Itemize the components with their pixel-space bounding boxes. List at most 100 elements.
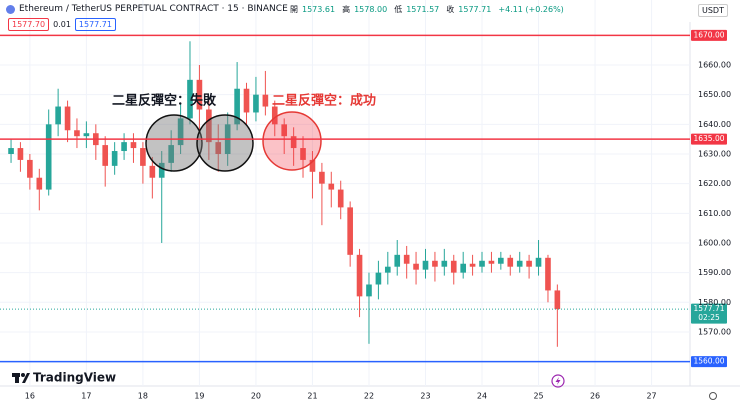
candle-body — [177, 118, 184, 146]
candle-body — [130, 142, 137, 149]
settings-icon[interactable] — [709, 392, 717, 400]
candle-body — [55, 106, 61, 125]
event-icon[interactable] — [551, 374, 565, 388]
logo-text: TradingView — [33, 371, 116, 385]
ohlc-value: 1577.71 — [458, 5, 492, 14]
candle-body — [27, 159, 33, 178]
candle-body — [8, 148, 14, 154]
candle-body — [187, 79, 193, 119]
candle-body — [271, 106, 278, 125]
candle-body — [535, 257, 542, 267]
y-tick-label: 1630.00 — [698, 149, 731, 158]
symbol-title: Ethereum / TetherUS PERPETUAL CONTRACT ·… — [19, 4, 288, 14]
candle-body — [149, 165, 156, 178]
y-tick-label: 1660.00 — [698, 61, 731, 70]
candle-body — [234, 88, 240, 125]
x-tick-label: 26 — [590, 392, 600, 401]
candle-body — [64, 106, 71, 131]
candle-body — [45, 124, 52, 190]
candle-body — [337, 189, 344, 208]
annotation-text: 二星反彈空：失敗 — [112, 93, 217, 109]
candle-body — [394, 254, 401, 267]
annotation-text: 二星反彈空：成功 — [272, 93, 376, 109]
buy-price[interactable]: 1577.71 — [74, 18, 116, 31]
candle-body — [36, 177, 43, 190]
candle-body — [158, 162, 165, 178]
ohlc-key: 開 — [290, 5, 298, 14]
price-label-box — [691, 133, 727, 145]
candle-body — [526, 260, 532, 267]
candles — [8, 41, 561, 347]
x-tick-label: 19 — [194, 392, 204, 401]
candle-body — [413, 263, 419, 270]
x-tick-label: 25 — [533, 392, 543, 401]
x-tick-label: 24 — [477, 392, 487, 401]
candle-body — [253, 94, 259, 113]
candle-body — [102, 145, 109, 166]
x-tick-label: 27 — [646, 392, 656, 401]
candle-body — [469, 263, 476, 267]
x-tick-label: 16 — [25, 392, 35, 401]
y-tick-label: 1650.00 — [698, 90, 731, 99]
x-tick-label: 22 — [364, 392, 374, 401]
candle-body — [347, 207, 353, 255]
candle-body — [290, 136, 297, 149]
candle-body — [281, 124, 288, 137]
annotation-circle — [196, 114, 254, 172]
x-tick-label: 18 — [138, 392, 148, 401]
candle-body — [498, 257, 504, 264]
candle-body — [262, 94, 269, 107]
ohlc-value: 1571.57 — [406, 5, 440, 14]
price-label-box — [691, 29, 727, 41]
candle-body — [140, 148, 146, 166]
y-tick-label: 1570.00 — [698, 327, 731, 336]
candle-body — [83, 133, 90, 137]
ohlc-key: 高 — [342, 5, 351, 14]
ohlc-change: +4.11 (+0.26%) — [498, 5, 564, 14]
x-tick-label: 21 — [307, 392, 317, 401]
y-tick-label: 1580.00 — [698, 298, 731, 307]
last-price-label: 1577.71 — [693, 304, 724, 313]
candle-body — [215, 142, 222, 154]
currency-label[interactable]: USDT — [698, 4, 728, 17]
candle-body — [450, 260, 457, 273]
sell-price[interactable]: 1577.70 — [8, 18, 50, 31]
currency-select[interactable]: USDT — [698, 4, 728, 17]
tradingview-logo: TradingView — [12, 371, 116, 385]
candle-body — [516, 260, 523, 267]
candle-body — [384, 266, 391, 273]
price-label-box — [691, 356, 727, 368]
candle-body — [300, 148, 306, 160]
candle-body — [319, 171, 325, 184]
candle-body — [441, 260, 448, 267]
candle-body — [196, 79, 203, 110]
candle-body — [366, 284, 372, 297]
candle-body — [432, 260, 438, 267]
x-tick-label: 23 — [420, 392, 430, 401]
countdown-label: 02:25 — [698, 313, 720, 322]
candle-body — [554, 290, 561, 310]
price-label: 1670.00 — [693, 30, 724, 39]
y-tick-label: 1590.00 — [698, 268, 731, 277]
candle-body — [479, 260, 485, 267]
ohlc-value: 1573.61 — [302, 5, 336, 14]
candle-body — [206, 109, 212, 143]
symbol-icon — [6, 4, 15, 14]
candle-body — [460, 263, 467, 273]
candle-body — [74, 130, 80, 137]
annotation-circle — [145, 114, 203, 172]
ohlc-key: 收 — [446, 5, 455, 14]
candle-body — [243, 88, 250, 113]
logo-shape — [21, 373, 25, 377]
ohlc-key: 低 — [394, 5, 403, 14]
x-tick-label: 17 — [81, 392, 91, 401]
candle-body — [545, 257, 551, 291]
y-tick-label: 1620.00 — [698, 179, 731, 188]
candle-body — [356, 254, 363, 297]
candle-body — [422, 260, 429, 270]
candle-body — [375, 272, 382, 285]
